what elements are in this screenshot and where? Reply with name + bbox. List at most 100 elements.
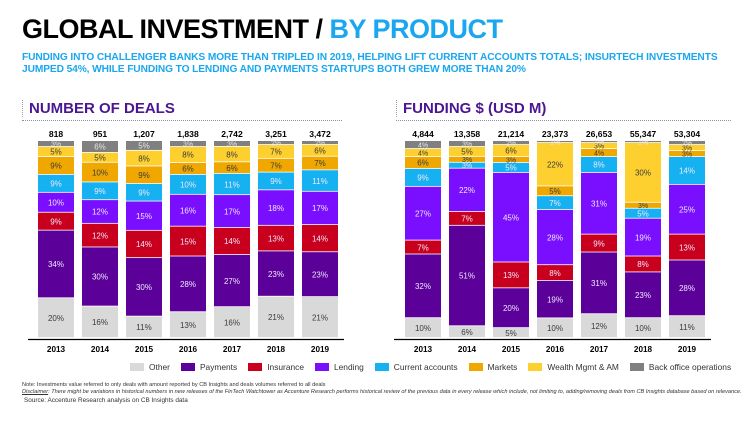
data-label: 25% — [679, 205, 695, 214]
data-label: 3% — [638, 203, 648, 210]
funding-title-rule — [396, 120, 731, 121]
bar-segment-current-accounts — [38, 174, 74, 192]
data-label: 17% — [312, 204, 328, 213]
bar-segment-other — [449, 326, 485, 338]
x-tick-label: 2013 — [414, 345, 433, 354]
x-tick-label: 2013 — [47, 345, 66, 354]
total-label: 818 — [49, 129, 64, 139]
data-label: 3% — [506, 157, 516, 164]
legend-label: Current accounts — [393, 362, 458, 372]
bar-segment-lending — [258, 190, 294, 225]
disclaimer: Disclaimer: There might be variations in… — [22, 389, 742, 396]
data-label: 10% — [180, 181, 196, 190]
bar-segment-insurance — [493, 262, 529, 288]
bar-segment-other — [581, 314, 617, 338]
bar-segment-payments — [302, 252, 338, 297]
data-label: 10% — [547, 324, 563, 333]
data-label: 10% — [48, 198, 64, 207]
page-subtitle: FUNDING INTO CHALLENGER BANKS MORE THAN … — [22, 52, 718, 75]
note-text: Note: Investments value referred to only… — [22, 382, 326, 388]
data-label: 9% — [593, 239, 605, 248]
data-label: 2% — [271, 140, 281, 147]
data-label: 12% — [591, 322, 607, 331]
bar-segment-lending — [82, 200, 118, 223]
data-label: 14% — [136, 240, 152, 249]
bar-segment-wealth-mgmt-am — [405, 148, 441, 157]
data-label: 4% — [418, 142, 428, 149]
data-label: 17% — [224, 207, 240, 216]
bar-segment-insurance — [405, 240, 441, 254]
data-label: 7% — [549, 199, 561, 208]
bar-segment-markets — [170, 162, 206, 175]
data-label: 27% — [415, 209, 431, 218]
bar-segment-insurance — [126, 230, 162, 258]
data-label: 27% — [224, 277, 240, 286]
bar-segment-lending — [38, 192, 74, 212]
data-label: 5% — [94, 154, 106, 163]
bar-segment-lending — [302, 191, 338, 225]
bar-segment-lending — [537, 209, 573, 265]
bar-segment-insurance — [537, 265, 573, 281]
legend-item-payments: Payments — [180, 362, 238, 372]
bar-segment-lending — [625, 218, 661, 256]
bar-segment-other — [214, 307, 250, 338]
data-label: 51% — [459, 272, 475, 281]
data-label: 6% — [505, 147, 517, 156]
bar-segment-insurance — [449, 211, 485, 225]
bar-segment-markets — [493, 156, 529, 163]
bar-segment-wealth-mgmt-am — [449, 146, 485, 156]
bar-segment-wealth-mgmt-am — [493, 144, 529, 157]
total-label: 4,844 — [412, 129, 434, 139]
data-label: 45% — [503, 213, 519, 222]
data-label: 30% — [635, 169, 651, 178]
data-label: 5% — [505, 164, 517, 173]
x-tick-label: 2018 — [634, 345, 653, 354]
legend-swatch — [468, 363, 483, 371]
legend-label: Payments — [199, 362, 238, 372]
data-label: 3% — [227, 141, 237, 148]
legend-swatch — [180, 363, 195, 371]
data-label: 11% — [312, 177, 327, 186]
data-label: 6% — [314, 147, 326, 156]
data-label: 23% — [635, 291, 651, 300]
bar-segment-current-accounts — [214, 173, 250, 195]
data-label: 4% — [594, 150, 604, 157]
x-tick-label: 2016 — [546, 345, 565, 354]
data-label: 20% — [48, 314, 64, 323]
total-label: 55,347 — [630, 129, 657, 139]
page-title: GLOBAL INVESTMENT / BY PRODUCT — [22, 14, 503, 45]
deals-panel-title: NUMBER OF DEALS — [22, 100, 175, 117]
bar-segment-payments — [405, 254, 441, 318]
bar-segment-insurance — [82, 223, 118, 247]
bar-segment-lending — [214, 195, 250, 228]
bar-segment-markets — [581, 148, 617, 157]
bar-segment-payments — [214, 254, 250, 307]
data-label: 16% — [92, 318, 108, 327]
data-label: 9% — [138, 171, 150, 180]
data-label: 6% — [226, 164, 238, 173]
data-label: 14% — [224, 237, 240, 246]
data-label: 12% — [92, 231, 108, 240]
bar-segment-payments — [537, 280, 573, 318]
data-label: 13% — [180, 321, 196, 330]
data-label: 3% — [183, 141, 193, 148]
data-label: 16% — [180, 206, 196, 215]
legend-item-markets: Markets — [468, 362, 517, 372]
data-label: 15% — [180, 237, 196, 246]
data-label: 9% — [94, 187, 106, 196]
data-label: 23% — [268, 270, 284, 279]
legend-item-back-office-operations: Back office operations — [629, 362, 731, 372]
total-label: 53,304 — [674, 129, 701, 139]
bar-segment-insurance — [258, 225, 294, 251]
bar-segment-lending — [449, 168, 485, 212]
data-label: 9% — [417, 174, 429, 183]
bar-segment-payments — [581, 252, 617, 314]
bar-segment-back-office-operations — [38, 141, 74, 147]
bar-segment-other — [537, 318, 573, 338]
data-label: 12% — [92, 208, 108, 217]
data-label: 6% — [461, 328, 473, 337]
bar-segment-wealth-mgmt-am — [581, 142, 617, 149]
funding-chart: 4,84410%32%7%27%9%6%4%4%201313,3586%51%7… — [394, 129, 711, 354]
data-label: 8% — [182, 151, 194, 160]
x-tick-label: 2019 — [678, 345, 697, 354]
